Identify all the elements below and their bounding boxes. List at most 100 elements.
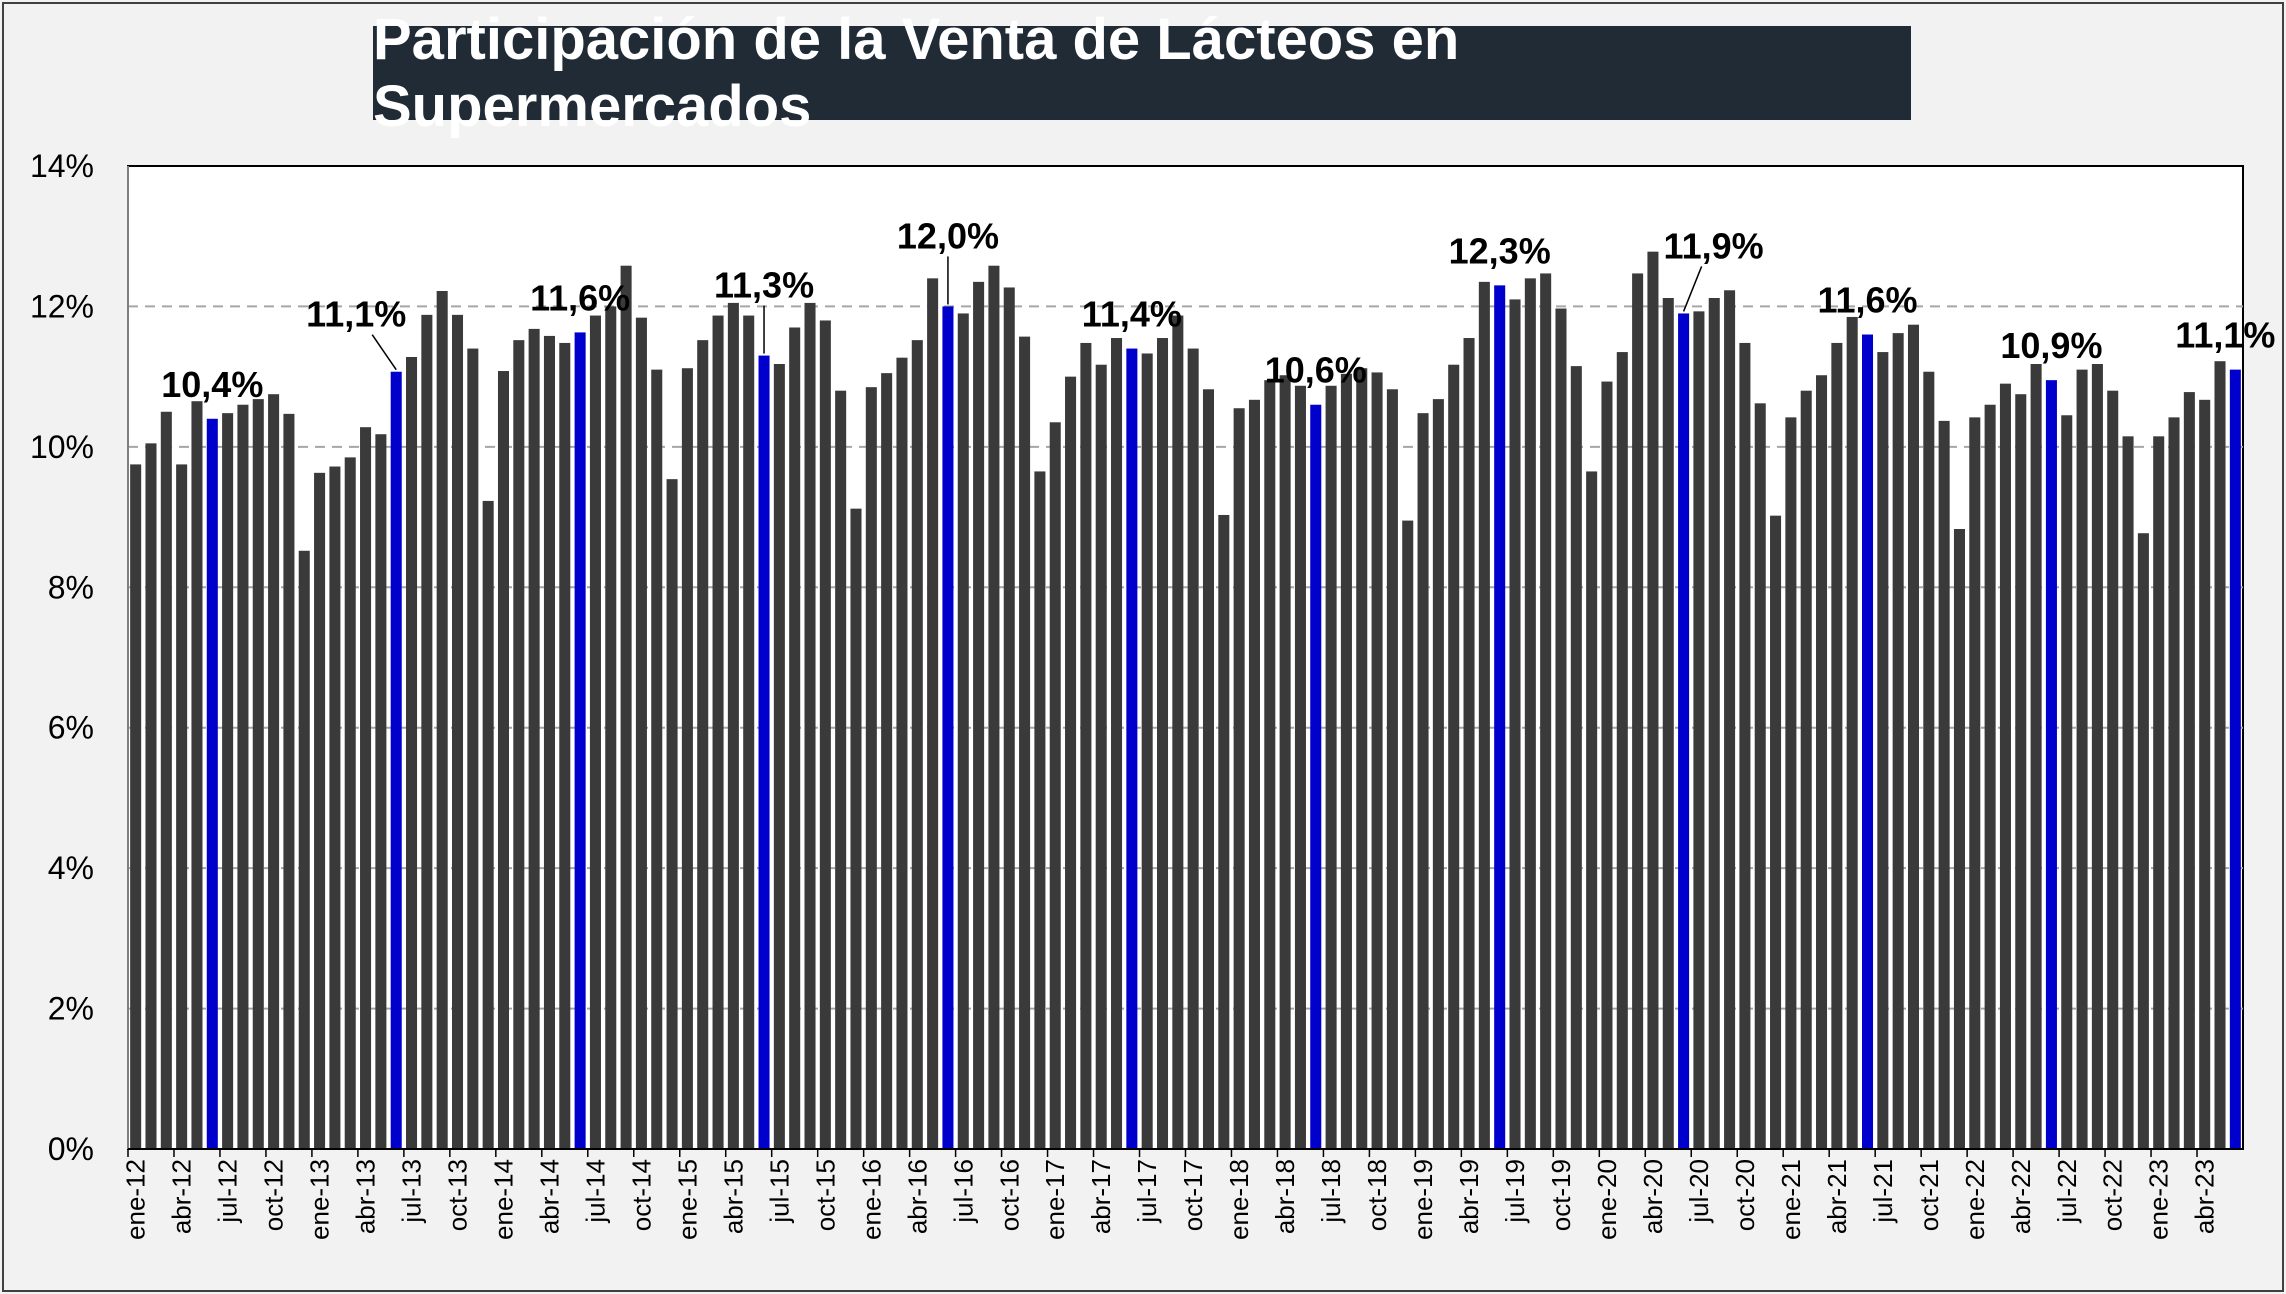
bar xyxy=(513,340,525,1149)
bar xyxy=(1800,390,1812,1150)
x-tick-label: abr-21 xyxy=(1822,1159,1852,1234)
bar xyxy=(1264,380,1276,1149)
bar xyxy=(1816,375,1828,1149)
bar xyxy=(1172,315,1184,1150)
x-tick-label: abr-15 xyxy=(718,1159,748,1234)
bar xyxy=(421,314,433,1150)
bar xyxy=(1279,375,1291,1149)
x-tick-label: ene-22 xyxy=(1960,1159,1990,1240)
y-tick-label: 0% xyxy=(48,1131,94,1167)
bar-highlight xyxy=(206,418,218,1149)
bar xyxy=(406,356,418,1149)
label-leader-line xyxy=(371,334,397,371)
bar xyxy=(988,265,1000,1149)
bar xyxy=(1019,336,1031,1149)
bar xyxy=(2183,392,2195,1150)
bar xyxy=(911,340,923,1149)
bar xyxy=(1923,371,1935,1149)
bar xyxy=(1218,514,1230,1149)
x-tick-label: jul-18 xyxy=(1316,1159,1346,1224)
x-tick-label: ene-19 xyxy=(1408,1159,1438,1240)
x-tick-label: jul-15 xyxy=(764,1159,794,1224)
bar xyxy=(1448,364,1460,1149)
data-label: 10,6% xyxy=(1265,350,1367,391)
bar xyxy=(1586,471,1598,1149)
x-tick-label: jul-17 xyxy=(1132,1159,1162,1224)
x-tick-label: ene-14 xyxy=(488,1159,518,1240)
x-tick-label: ene-18 xyxy=(1224,1159,1254,1240)
x-tick-label: jul-16 xyxy=(948,1159,978,1224)
bar-highlight xyxy=(2045,380,2057,1149)
bar xyxy=(2061,415,2073,1149)
bar xyxy=(1540,273,1552,1149)
bar xyxy=(2122,436,2134,1149)
bar xyxy=(1662,298,1674,1149)
bar xyxy=(1356,368,1368,1149)
bar xyxy=(1570,366,1582,1149)
bar xyxy=(1907,324,1920,1149)
bar xyxy=(743,315,755,1150)
bar xyxy=(1432,399,1444,1149)
data-label: 11,3% xyxy=(714,265,814,306)
bar xyxy=(1938,420,1950,1149)
x-tick-label: ene-15 xyxy=(672,1159,702,1240)
bar xyxy=(2107,390,2119,1150)
y-tick-label: 14% xyxy=(30,148,94,184)
plot-area xyxy=(127,165,2244,1150)
x-tick-label: ene-16 xyxy=(856,1159,886,1240)
bar-highlight xyxy=(758,355,770,1149)
bar xyxy=(1632,273,1644,1149)
bar xyxy=(1187,348,1199,1149)
bar xyxy=(283,413,295,1149)
data-label: 11,4% xyxy=(1082,294,1182,335)
bar xyxy=(1739,342,1751,1149)
bar xyxy=(436,290,448,1149)
bar xyxy=(1693,311,1705,1149)
bar xyxy=(1724,290,1736,1149)
x-tick-label: jul-22 xyxy=(2052,1159,2082,1224)
bar xyxy=(1111,338,1123,1149)
bar xyxy=(1647,251,1659,1149)
bar xyxy=(559,342,571,1149)
bar xyxy=(881,373,893,1149)
x-tick-label: ene-23 xyxy=(2144,1159,2174,1240)
bar xyxy=(176,464,188,1149)
x-tick-label: ene-20 xyxy=(1592,1159,1622,1240)
bar xyxy=(1708,298,1720,1149)
bar-highlight xyxy=(390,371,402,1149)
label-leader-line xyxy=(1682,266,1703,312)
x-tick-label: oct-13 xyxy=(443,1159,473,1231)
bar xyxy=(635,317,647,1150)
bar xyxy=(1034,471,1046,1149)
bar xyxy=(1080,342,1092,1149)
x-tick-label: jul-14 xyxy=(580,1159,610,1224)
bar xyxy=(865,387,877,1149)
bar xyxy=(252,399,264,1149)
bar-highlight xyxy=(1861,334,1874,1149)
bar xyxy=(482,500,494,1150)
bar xyxy=(2091,364,2103,1149)
x-tick-label: oct-17 xyxy=(1178,1159,1208,1231)
bar xyxy=(1233,408,1245,1150)
bar xyxy=(329,466,341,1149)
bar xyxy=(268,394,280,1150)
x-tick-label: oct-12 xyxy=(259,1159,289,1231)
bar xyxy=(712,315,724,1150)
y-tick-label: 12% xyxy=(30,288,94,324)
x-tick-label: oct-16 xyxy=(994,1159,1024,1231)
bar xyxy=(666,479,678,1149)
bar xyxy=(651,369,663,1149)
data-label: 11,1% xyxy=(306,294,406,335)
x-axis-ticks: ene-12 abr-12 jul-12 oct-12 ene-13 abr-13 jul-… xyxy=(121,1149,2220,1240)
x-tick-label: oct-14 xyxy=(626,1159,656,1231)
x-tick-label: jul-13 xyxy=(397,1159,427,1224)
bar xyxy=(1892,333,1904,1149)
x-tick-label: oct-19 xyxy=(1546,1159,1576,1231)
bar-highlight xyxy=(1126,348,1138,1149)
bar xyxy=(1294,385,1306,1149)
bar xyxy=(2153,436,2165,1149)
bar xyxy=(819,320,831,1149)
bar xyxy=(1003,287,1015,1149)
bar xyxy=(1984,404,1996,1149)
